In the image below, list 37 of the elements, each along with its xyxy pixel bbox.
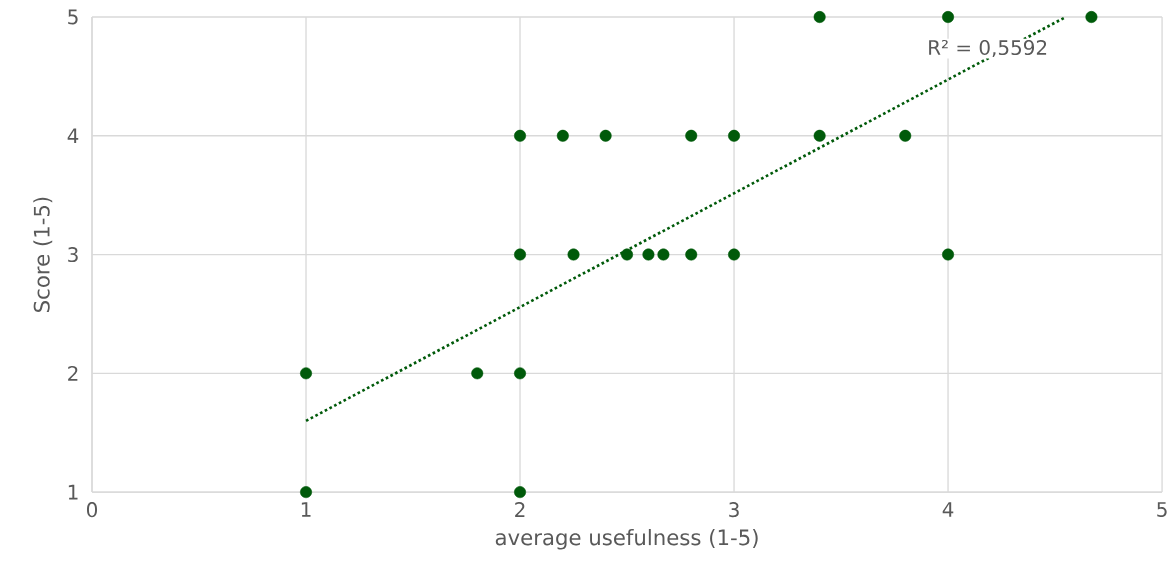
point (471, 367, 484, 380)
y-tick-label: 3 (68, 246, 78, 263)
y-tick-label: 2 (68, 365, 78, 381)
point (556, 129, 569, 142)
y-tick-label: 1 (68, 484, 78, 500)
point (514, 129, 527, 142)
point (813, 10, 826, 23)
point (813, 129, 826, 142)
point (621, 248, 634, 261)
y-tick-label: 4 (67, 128, 79, 143)
x-tick-label: 1 (301, 502, 311, 517)
x-tick-label: 3 (729, 502, 739, 518)
point (685, 248, 698, 261)
point (567, 248, 580, 261)
x-axis-title: average usefulness (1-5) (495, 528, 758, 550)
point (642, 248, 655, 261)
point (300, 486, 312, 499)
point (300, 367, 312, 380)
x-tick-label: 2 (515, 502, 525, 517)
point (728, 129, 741, 142)
point (514, 486, 527, 499)
annotation: R² = 0,5592 (929, 39, 1047, 58)
x-tick-label: 4 (942, 502, 954, 517)
point (942, 248, 955, 261)
x-tick-label: 5 (1157, 502, 1167, 517)
point (728, 248, 741, 261)
point (1085, 10, 1098, 23)
x-tick-label: 0 (86, 502, 98, 518)
point (514, 248, 527, 261)
point (657, 248, 670, 261)
y-tick-label: 5 (68, 9, 78, 25)
point (942, 10, 955, 23)
point (599, 129, 612, 142)
point (899, 129, 912, 142)
point (514, 367, 527, 380)
point (685, 129, 698, 142)
y-axis-title: Score (1-5) (33, 197, 53, 312)
